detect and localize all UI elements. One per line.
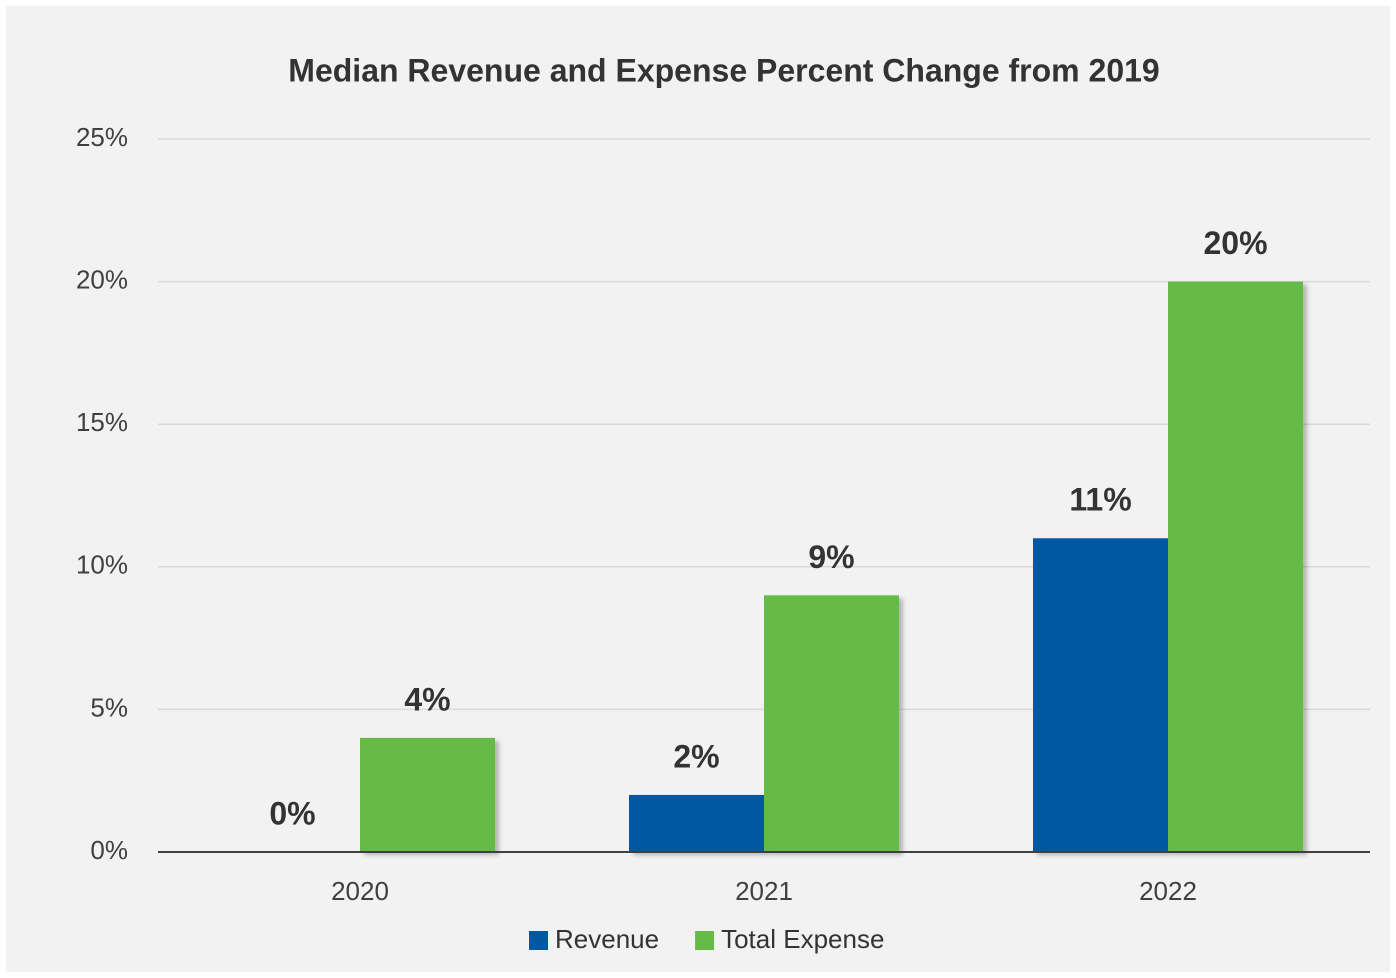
data-label: 0% xyxy=(269,795,315,831)
bar xyxy=(1168,281,1303,853)
y-tick-label: 20% xyxy=(76,264,128,294)
y-tick-label: 25% xyxy=(76,122,128,152)
bar xyxy=(629,794,764,852)
y-tick-label: 15% xyxy=(76,407,128,437)
legend-swatch xyxy=(695,931,715,950)
x-tick-label: 2022 xyxy=(1139,876,1197,906)
bar xyxy=(764,595,899,852)
data-label: 2% xyxy=(673,738,719,774)
y-tick-label: 0% xyxy=(90,835,128,865)
data-label: 4% xyxy=(404,681,450,717)
legend-swatch xyxy=(529,931,548,950)
data-label: 20% xyxy=(1203,225,1267,261)
bar xyxy=(360,737,495,852)
x-tick-label: 2021 xyxy=(735,876,793,906)
legend-label: Total Expense xyxy=(721,924,884,954)
data-label: 11% xyxy=(1069,482,1131,518)
y-tick-label: 10% xyxy=(76,550,128,580)
y-tick-label: 5% xyxy=(90,692,128,722)
data-label: 9% xyxy=(808,539,854,575)
chart-title: Median Revenue and Expense Percent Chang… xyxy=(288,52,1159,88)
x-tick-label: 2020 xyxy=(331,876,389,906)
bar xyxy=(1033,538,1168,852)
legend-label: Revenue xyxy=(555,924,659,954)
